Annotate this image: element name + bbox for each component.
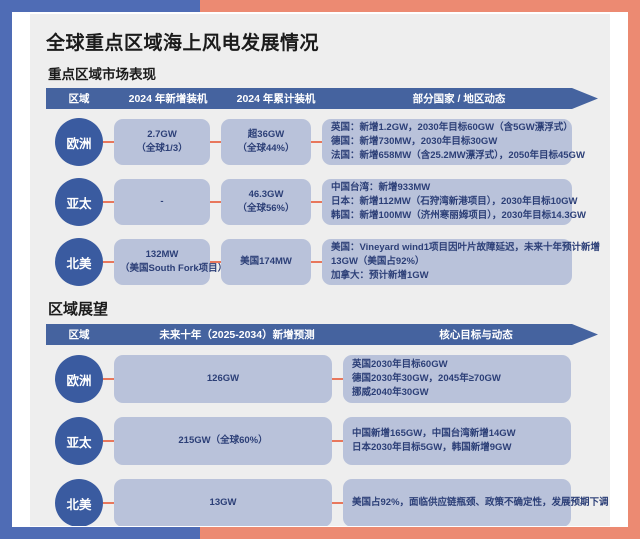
header-region: 区域: [68, 329, 90, 341]
connector-line: [103, 261, 114, 263]
goal-line: 英国2030年目标60GW: [352, 359, 448, 371]
cell-line: 超36GW: [247, 129, 285, 141]
cell-cumulative: 美国174MW: [221, 239, 311, 285]
header-arrow-shape: [46, 88, 598, 109]
header-arrow-shape: [46, 324, 598, 345]
region-badge: 亚太: [55, 178, 103, 226]
connector-line: [311, 201, 322, 203]
section2-title: 区域展望: [48, 301, 109, 318]
note-line: 加拿大：预计新增1GW: [331, 269, 429, 281]
cell-line: 132MW: [145, 249, 179, 261]
cell-line: -: [160, 196, 164, 208]
region-badge: 北美: [55, 238, 103, 286]
cell-notes: 英国：新增1.2GW，2030年目标60GW（含5GW漂浮式） 德国：新增730…: [322, 119, 585, 165]
cell-line: （全球56%）: [237, 203, 295, 214]
section1-title: 重点区域市场表现: [48, 67, 156, 82]
table-row: 欧洲 126GW 英国2030年目标60GW 德国2030年30GW，2045年…: [46, 351, 598, 407]
region-badge: 欧洲: [55, 355, 103, 403]
decorative-band-top-right: [200, 0, 640, 12]
connector-line: [210, 201, 221, 203]
content-canvas: 全球重点区域海上风电发展情况 重点区域市场表现 区域 2024 年新增装机 20…: [30, 14, 610, 526]
cell-line: （全球44%）: [237, 143, 295, 154]
note-line: 美国：Vineyard wind1项目因叶片故障延迟，未来十年预计新增: [331, 242, 601, 254]
section1-header-bar: 区域 2024 年新增装机 2024 年累计装机 部分国家 / 地区动态: [46, 88, 598, 109]
header-forecast: 未来十年（2025-2034）新增预测: [159, 329, 315, 341]
header-new-capacity: 2024 年新增装机: [128, 93, 208, 105]
connector-line: [332, 440, 343, 442]
cell-goals: 英国2030年目标60GW 德国2030年30GW，2045年≥70GW 挪威2…: [343, 355, 571, 403]
connector-line: [210, 261, 221, 263]
goal-line: 中国新增165GW，中国台湾新增14GW: [352, 428, 516, 440]
decorative-band-top-left: [0, 0, 200, 12]
connector-line: [332, 378, 343, 380]
cell-cumulative: 超36GW （全球44%）: [221, 119, 311, 165]
note-line: 13GW（美国占92%）: [331, 256, 425, 268]
connector-line: [103, 201, 114, 203]
cell-forecast: 126GW: [114, 355, 332, 403]
cell-notes: 中国台湾：新增933MW 日本：新增112MW（石狩湾新港项目），2030年目标…: [322, 179, 586, 225]
region-badge: 欧洲: [55, 118, 103, 166]
cell-cumulative: 46.3GW （全球56%）: [221, 179, 311, 225]
connector-line: [103, 378, 114, 380]
cell-goals: 中国新增165GW，中国台湾新增14GW 日本2030年目标5GW，韩国新增9G…: [343, 417, 571, 465]
cell-line: 美国174MW: [240, 256, 292, 268]
connector-line: [210, 141, 221, 143]
connector-line: [103, 440, 114, 442]
table-row: 亚太 - 46.3GW （全球56%） 中国台湾：: [46, 175, 598, 229]
table-row: 北美 132MW （美国South Fork项目） 美国174MW: [46, 235, 601, 289]
connector-line: [311, 141, 322, 143]
cell-line: （全球1/3）: [136, 143, 188, 154]
decorative-band-bottom-left: [0, 527, 200, 539]
goal-line: 日本2030年目标5GW，韩国新增9GW: [352, 442, 512, 453]
section2-header-bar: 区域 未来十年（2025-2034）新增预测 核心目标与动态: [46, 324, 598, 345]
note-line: 德国：新增730MW，2030年目标30GW: [331, 136, 498, 148]
cell-line: 46.3GW: [248, 189, 284, 201]
cell-notes: 美国：Vineyard wind1项目因叶片故障延迟，未来十年预计新增 13GW…: [322, 239, 601, 285]
connector-line: [332, 502, 343, 504]
table-row: 亚太 215GW（全球60%） 中国新增165GW，中国台湾新增14GW 日本2…: [46, 413, 598, 469]
cell-forecast: 13GW: [114, 479, 332, 526]
section1-table: 区域 2024 年新增装机 2024 年累计装机 部分国家 / 地区动态 欧洲 …: [42, 88, 601, 289]
header-notes: 部分国家 / 地区动态: [412, 93, 506, 105]
cell-goals: 美国占92%，面临供应链瓶颈、政策不确定性，发展预期下调: [343, 479, 609, 526]
connector-line: [103, 502, 114, 504]
connector-line: [103, 141, 114, 143]
connector-line: [311, 261, 322, 263]
cell-new-capacity: 2.7GW （全球1/3）: [114, 119, 210, 165]
header-cumulative: 2024 年累计装机: [236, 93, 316, 105]
note-line: 中国台湾：新增933MW: [331, 182, 431, 194]
goal-line: 美国占92%，面临供应链瓶颈、政策不确定性，发展预期下调: [352, 497, 609, 509]
cell-new-capacity: -: [114, 179, 210, 225]
header-goals: 核心目标与动态: [439, 329, 513, 341]
decorative-band-right: [628, 0, 640, 539]
goal-line: 德国2030年30GW，2045年≥70GW: [352, 373, 501, 385]
cell-line: 2.7GW: [147, 129, 177, 141]
region-badge: 亚太: [55, 417, 103, 465]
note-line: 法国：新增658MW（含25.2MW漂浮式），2050年目标45GW: [331, 149, 585, 161]
cell-new-capacity: 132MW （美国South Fork项目）: [114, 239, 228, 285]
goal-line: 挪威2040年30GW: [352, 386, 429, 398]
header-region: 区域: [68, 93, 90, 105]
note-line: 英国：新增1.2GW，2030年目标60GW（含5GW漂浮式）: [331, 122, 573, 134]
cell-forecast: 215GW（全球60%）: [114, 417, 332, 465]
decorative-band-left: [0, 0, 12, 539]
cell-line: （美国South Fork项目）: [120, 263, 228, 274]
note-line: 韩国：新增100MW（济州寒丽姆项目），2030年目标14.3GW: [331, 209, 586, 221]
table-row: 欧洲 2.7GW （全球1/3） 超36GW （全球44%）: [46, 115, 598, 169]
section2-table: 区域 未来十年（2025-2034）新增预测 核心目标与动态 欧洲 126GW …: [42, 324, 609, 526]
decorative-band-bottom-right: [200, 527, 640, 539]
page-title: 全球重点区域海上风电发展情况: [46, 33, 320, 54]
region-badge: 北美: [55, 479, 103, 526]
note-line: 日本：新增112MW（石狩湾新港项目），2030年目标10GW: [331, 196, 578, 208]
table-row: 北美 13GW 美国占92%，面临供应链瓶颈、政策不确定性，发展预期下调: [46, 475, 609, 526]
